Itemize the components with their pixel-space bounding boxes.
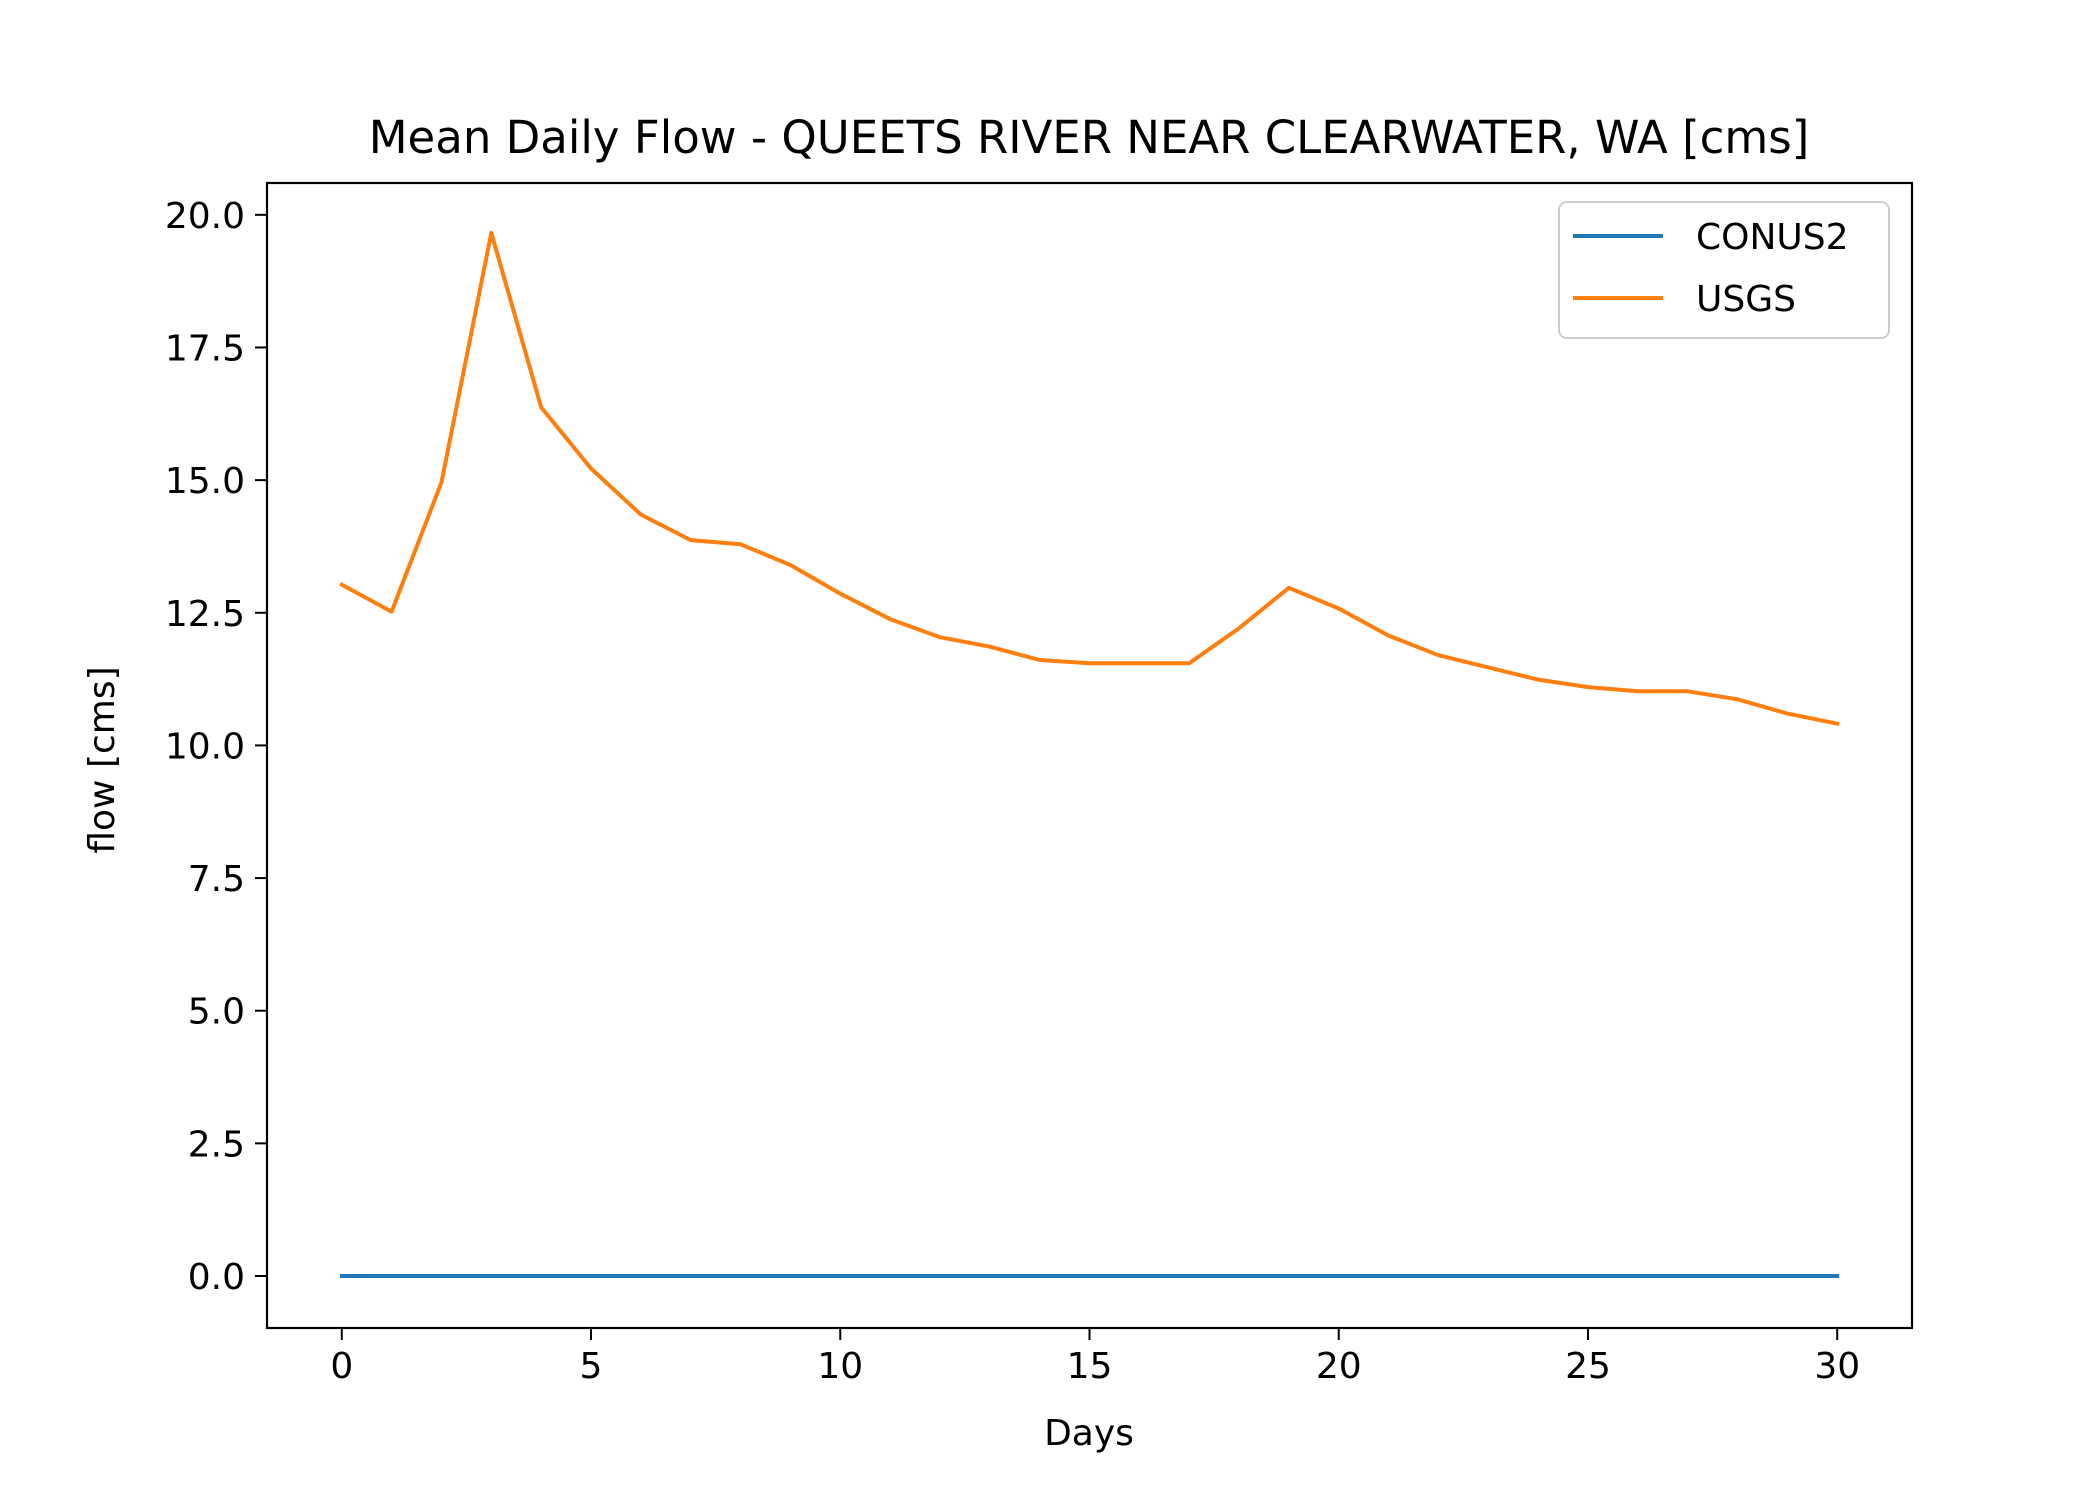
x-tick-label: 0	[330, 1346, 353, 1387]
y-tick-label: 0.0	[188, 1257, 245, 1298]
y-axis-ticks: 0.0 2.5 5.0 7.5 10.0 12.5 15.0 17.5 20.0	[165, 196, 267, 1298]
y-axis-label: flow [cms]	[82, 666, 123, 853]
series-line-usgs	[339, 230, 1840, 727]
y-tick-label: 12.5	[165, 594, 245, 635]
y-tick-label: 20.0	[165, 196, 245, 237]
y-tick-label: 7.5	[188, 859, 245, 900]
y-tick-label: 5.0	[188, 992, 245, 1033]
x-tick-label: 5	[580, 1346, 603, 1387]
x-tick-label: 15	[1067, 1346, 1113, 1387]
legend-label: CONUS2	[1696, 217, 1849, 258]
y-tick-label: 17.5	[165, 328, 245, 369]
chart-title: Mean Daily Flow - QUEETS RIVER NEAR CLEA…	[369, 111, 1810, 164]
y-tick-label: 10.0	[165, 726, 245, 767]
y-tick-label: 2.5	[188, 1124, 245, 1165]
x-axis-label: Days	[1044, 1413, 1134, 1454]
y-tick-label: 15.0	[165, 461, 245, 502]
legend-label: USGS	[1696, 279, 1796, 320]
series-layer	[339, 230, 1840, 1278]
x-tick-label: 30	[1814, 1346, 1860, 1387]
plot-frame	[265, 181, 1914, 1330]
legend: CONUS2 USGS	[1558, 201, 1890, 339]
x-tick-label: 20	[1316, 1346, 1362, 1387]
x-tick-label: 10	[817, 1346, 863, 1387]
x-tick-label: 25	[1565, 1346, 1611, 1387]
x-axis-ticks: 0 5 10 15 20 25 30	[330, 1328, 1860, 1387]
